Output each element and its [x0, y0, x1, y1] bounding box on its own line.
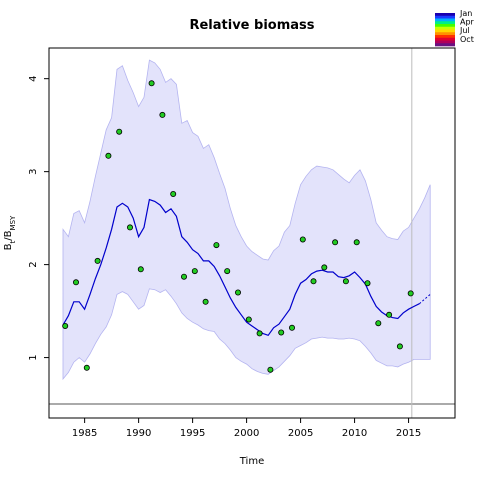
- observation-point: [353, 239, 360, 246]
- y-axis: 1 2 3 4: [28, 75, 49, 361]
- x-tick-label: 1995: [180, 428, 205, 439]
- observation-point: [267, 366, 274, 373]
- plot-frame: [48, 47, 456, 419]
- observation-point: [83, 364, 90, 371]
- observation-point: [332, 239, 339, 246]
- legend-label: Jul: [459, 26, 470, 35]
- observation-point: [375, 320, 382, 327]
- legend-color-band: [435, 18, 455, 22]
- legend-color-band: [435, 13, 455, 17]
- legend-color-band: [435, 15, 455, 19]
- legend-color-band: [435, 43, 455, 47]
- observation-point: [73, 279, 80, 286]
- x-axis: 1985 1990 1995 2000 2005 2010 2015: [72, 418, 421, 439]
- legend-color-band: [435, 37, 455, 41]
- observation-point: [213, 242, 220, 249]
- observation-point: [396, 343, 403, 350]
- observation-point: [288, 324, 295, 331]
- observation-point: [256, 330, 263, 337]
- x-tick-label: 1985: [72, 428, 97, 439]
- x-tick-label: 2005: [288, 428, 313, 439]
- observation-point: [137, 266, 144, 273]
- observation-point: [310, 278, 317, 285]
- observation-point: [224, 268, 231, 275]
- legend-color-band: [435, 26, 455, 30]
- legend-color-band: [435, 40, 455, 44]
- legend-color-band: [435, 29, 455, 33]
- observation-point: [105, 152, 112, 159]
- observation-point: [342, 278, 349, 285]
- confidence-band: [62, 59, 431, 381]
- y-axis-label: Bt/BMSY: [3, 215, 17, 250]
- observation-point: [170, 190, 177, 197]
- observation-point: [321, 264, 328, 271]
- x-axis-label: Time: [239, 456, 264, 467]
- reference-lines-layer: [49, 48, 455, 418]
- y-tick-label: 2: [28, 261, 39, 267]
- observation-point: [407, 290, 414, 297]
- y-tick-label: 3: [28, 168, 39, 174]
- legend-color-band: [435, 35, 455, 39]
- y-tick-label: 1: [28, 354, 39, 360]
- observation-points-layer: [62, 80, 414, 373]
- observation-point: [386, 311, 393, 318]
- observation-point: [180, 273, 187, 280]
- observation-point: [202, 298, 209, 305]
- observation-point: [62, 322, 69, 329]
- observation-point: [127, 224, 134, 231]
- y-axis-label-sub2: MSY: [9, 215, 17, 230]
- legend-label: Oct: [460, 35, 474, 44]
- biomass-line-layer: [62, 198, 431, 337]
- y-tick-label: 4: [28, 75, 39, 81]
- observation-point: [245, 316, 252, 323]
- observation-point: [234, 289, 241, 296]
- legend-label: Apr: [460, 18, 475, 27]
- observation-point: [191, 268, 198, 275]
- y-axis-label-sep: /B: [3, 230, 14, 240]
- observation-point: [299, 236, 306, 243]
- observation-point: [364, 280, 371, 287]
- chart-title: Relative biomass: [189, 18, 314, 33]
- y-axis-label-sub1: t: [9, 240, 17, 243]
- legend-label: Jan: [459, 9, 472, 18]
- x-tick-label: 2010: [342, 428, 367, 439]
- observation-point: [116, 128, 123, 135]
- confidence-band-layer: [62, 59, 431, 381]
- observation-point: [159, 111, 166, 118]
- observation-point: [278, 329, 285, 336]
- x-tick-label: 2015: [396, 428, 421, 439]
- y-axis-label-main: B: [3, 243, 14, 250]
- x-tick-label: 1990: [126, 428, 151, 439]
- legend-color-band: [435, 21, 455, 25]
- legend-color-band: [435, 32, 455, 36]
- biomass-line: [62, 198, 420, 337]
- legend-color-band: [435, 24, 455, 28]
- x-tick-label: 2000: [234, 428, 259, 439]
- observation-point: [94, 257, 101, 264]
- observation-point: [148, 80, 155, 87]
